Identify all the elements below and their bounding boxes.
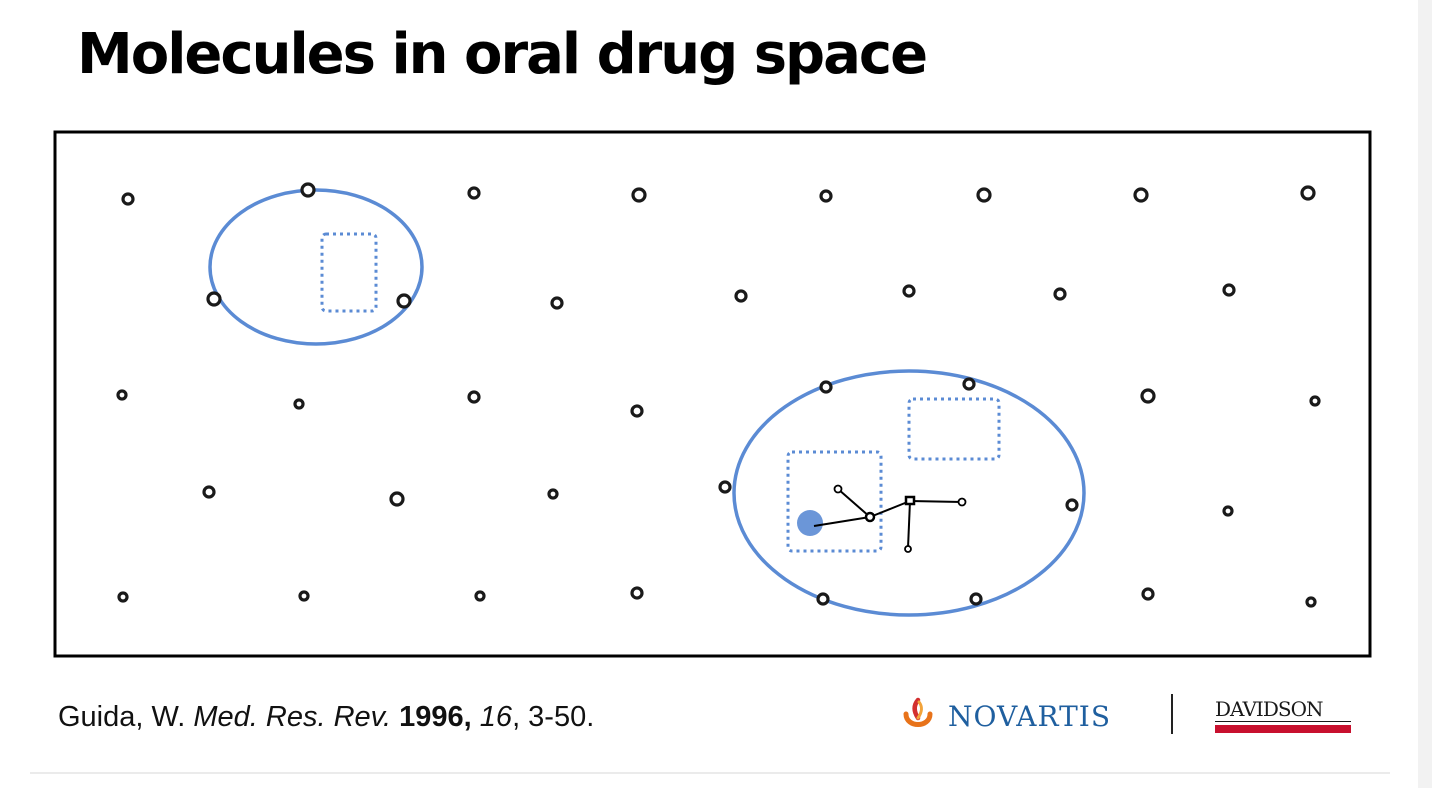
slide-bottom-edge: [30, 772, 1390, 774]
molecule-dot: [630, 404, 644, 418]
atom: [957, 497, 967, 507]
molecule-dot: [202, 485, 216, 499]
molecule-dot: [816, 592, 830, 606]
atom: [904, 495, 916, 506]
molecule-dot: [1141, 587, 1155, 601]
davidson-logo: DAVIDSON: [1215, 697, 1351, 733]
molecule-dot: [1140, 388, 1156, 404]
molecule-dot: [1065, 498, 1079, 512]
molecule-dot: [467, 186, 481, 200]
citation-volume: 16: [479, 701, 513, 733]
atom: [904, 545, 912, 553]
molecule-dot: [293, 398, 305, 410]
bond: [909, 500, 963, 503]
molecule-dot: [969, 592, 983, 606]
highlight-atom-icon: [797, 510, 823, 536]
molecule-dot: [550, 296, 564, 310]
molecule-dot: [718, 480, 732, 494]
molecule-dot: [1222, 505, 1234, 517]
bond: [907, 500, 911, 549]
bond: [813, 516, 871, 527]
citation-year: 1996,: [399, 701, 472, 733]
bond: [869, 500, 911, 518]
binding-region-left: [320, 232, 378, 313]
atom: [833, 484, 843, 494]
cluster-ellipse-left: [208, 188, 424, 346]
molecule-dot: [474, 590, 486, 602]
slide-title: Molecules in oral drug space: [77, 22, 928, 87]
molecule-dot: [1133, 187, 1149, 203]
molecule-dot: [1053, 287, 1067, 301]
molecule-dot: [976, 187, 992, 203]
cluster-ellipse-right: [732, 369, 1086, 617]
molecule-dot: [734, 289, 748, 303]
novartis-flame-icon: [903, 697, 933, 727]
drug-space-frame: [53, 130, 1372, 658]
davidson-wordmark: DAVIDSON: [1215, 697, 1351, 722]
molecule-dot: [1305, 596, 1317, 608]
molecule-dot: [396, 293, 412, 309]
citation-journal: Med. Res. Rev.: [193, 701, 392, 733]
molecule-dot: [630, 586, 644, 600]
logo-divider: [1171, 694, 1173, 734]
molecule-dot: [467, 390, 481, 404]
molecule-dot: [962, 377, 976, 391]
molecule-dot: [300, 182, 316, 198]
binding-region-upper-right: [907, 397, 1001, 461]
citation-pages: , 3-50.: [512, 701, 595, 733]
binding-region-lower-right: [786, 450, 883, 553]
molecule-dot: [121, 192, 135, 206]
novartis-logo: NOVARTIS: [900, 694, 1111, 738]
molecule-dot: [819, 189, 833, 203]
molecule-dot: [1222, 283, 1236, 297]
molecule-dot: [206, 291, 222, 307]
bond: [837, 488, 871, 518]
davidson-red-bar: [1215, 725, 1351, 733]
molecule-dot: [631, 187, 647, 203]
molecule-dot: [902, 284, 916, 298]
molecule-dot: [116, 389, 128, 401]
molecule-dot: [1300, 185, 1316, 201]
drug-space-diagram: [53, 130, 1372, 658]
molecule-dot: [547, 488, 559, 500]
atom: [864, 511, 876, 523]
molecule-dots: [116, 182, 1321, 608]
molecule-sketch: [797, 484, 967, 553]
molecule-dot: [117, 591, 129, 603]
novartis-wordmark: NOVARTIS: [948, 699, 1112, 733]
molecule-dot: [819, 380, 833, 394]
molecule-dot: [298, 590, 310, 602]
molecule-dot: [1309, 395, 1321, 407]
citation-author: Guida, W.: [58, 701, 186, 733]
citation: Guida, W. Med. Res. Rev. 1996, 16, 3-50.: [58, 701, 594, 734]
molecule-dot: [389, 491, 405, 507]
